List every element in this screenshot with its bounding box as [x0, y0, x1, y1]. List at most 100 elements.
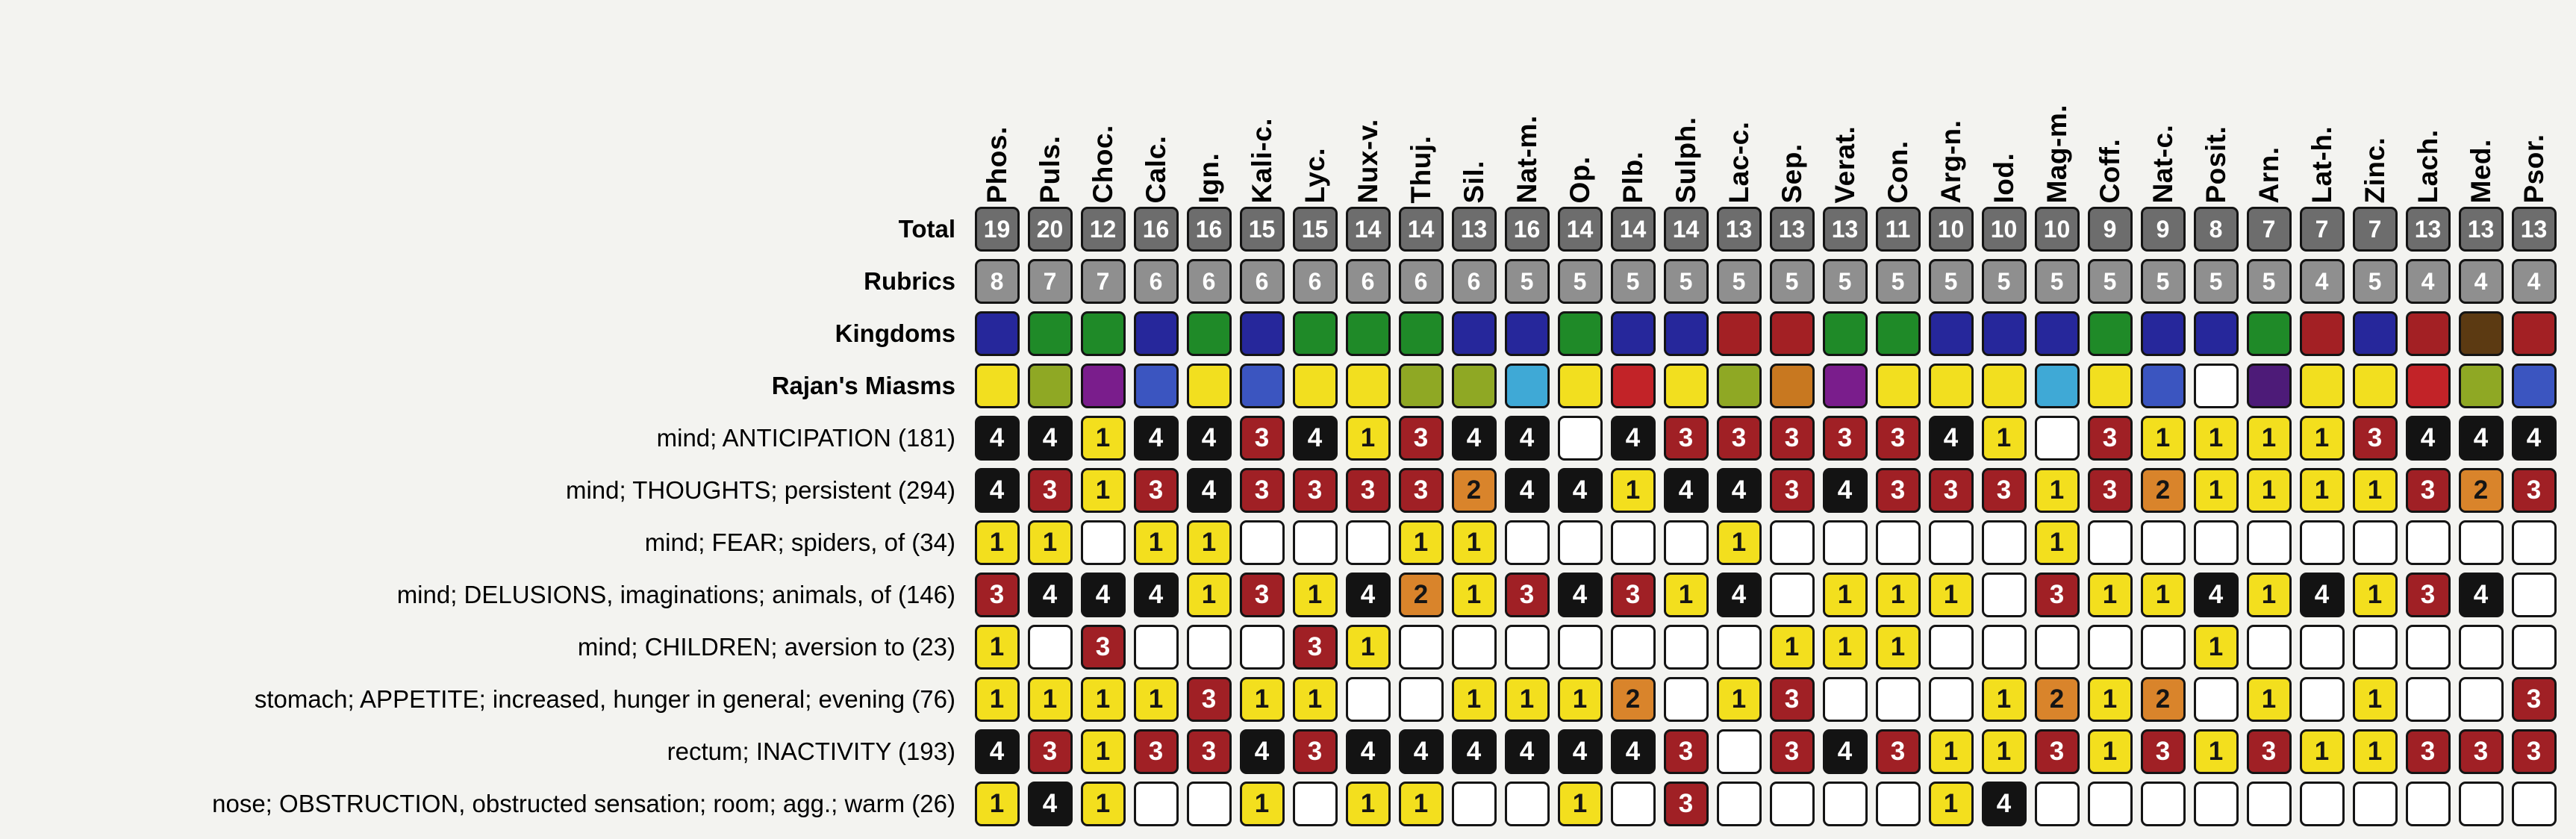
rubric-row-label[interactable]: rectum; INACTIVITY (193): [667, 737, 955, 765]
remedy-name[interactable]: Plb.: [1618, 151, 1648, 203]
rubrics-count-cell: 6: [1133, 259, 1179, 304]
remedy-name[interactable]: Coff.: [2095, 138, 2125, 203]
remedy-header-slot: Zinc.: [2348, 105, 2401, 203]
remedy-name[interactable]: Mag-m.: [2042, 104, 2072, 204]
grade-cell: [1610, 520, 1656, 565]
rubric-row: rectum; INACTIVITY (193) 4 3 1 3 3 4 3 4 4 4 4 4 4 3 3 4…: [0, 726, 2576, 778]
grade-cell: 1: [1133, 520, 1179, 565]
rubrics-count-cell: 6: [1186, 259, 1232, 304]
remedy-name[interactable]: Lac-c.: [1724, 121, 1754, 203]
remedy-name[interactable]: Psor.: [2519, 134, 2549, 203]
remedy-name[interactable]: Nux-v.: [1353, 118, 1383, 203]
remedy-name[interactable]: Arg-n.: [1936, 119, 1966, 203]
remedy-name[interactable]: Iod.: [1989, 152, 2019, 203]
remedy-name[interactable]: Puls.: [1035, 135, 1065, 203]
remedy-name[interactable]: Sep.: [1777, 143, 1807, 203]
grade-cell: 4: [1239, 729, 1285, 774]
remedy-name[interactable]: Sil.: [1459, 160, 1489, 203]
kingdom-swatch: [2034, 311, 2080, 356]
rubric-row-label[interactable]: mind; FEAR; spiders, of (34): [644, 528, 955, 556]
grade-cell: [1557, 416, 1603, 461]
grade-cell: 4: [1345, 573, 1391, 617]
miasm-swatch: [974, 364, 1020, 408]
remedy-header-slot: Thuj.: [1394, 105, 1447, 203]
grade-cell: 3: [1133, 729, 1179, 774]
rubric-row-label[interactable]: mind; ANTICIPATION (181): [656, 424, 955, 452]
grade-cell: 3: [1080, 625, 1126, 670]
kingdom-swatch: [2405, 311, 2451, 356]
remedy-name[interactable]: Calc.: [1141, 135, 1171, 203]
kingdom-swatch: [1398, 311, 1444, 356]
remedy-name[interactable]: Posit.: [2201, 125, 2231, 203]
total-cell: 14: [1398, 207, 1444, 252]
rubric-row: mind; DELUSIONS, imaginations; animals, …: [0, 569, 2576, 621]
remedy-header-slot: Plb.: [1606, 105, 1659, 203]
remedy-name[interactable]: Phos.: [982, 125, 1012, 203]
grade-cell: [1292, 782, 1338, 826]
remedy-name[interactable]: Nat-c.: [2148, 124, 2178, 203]
grade-cell: 1: [1080, 416, 1126, 461]
remedy-header-slot: Sil.: [1447, 105, 1500, 203]
remedy-header-slot: Psor.: [2507, 105, 2560, 203]
remedy-name[interactable]: Zinc.: [2360, 137, 2390, 203]
remedy-name[interactable]: Ign.: [1194, 152, 1224, 203]
rubrics-count-cell: 5: [1610, 259, 1656, 304]
kingdom-swatch: [2246, 311, 2292, 356]
miasm-swatch: [1928, 364, 1974, 408]
grade-cell: [2246, 782, 2292, 826]
remedy-name[interactable]: Con.: [1883, 140, 1913, 203]
grade-cell: [1398, 677, 1444, 722]
grade-cell: 1: [1239, 677, 1285, 722]
grade-cell: [2405, 625, 2451, 670]
grade-cell: [2458, 782, 2504, 826]
remedy-name[interactable]: Lyc.: [1300, 147, 1330, 203]
grade-cell: [2140, 625, 2186, 670]
grade-cell: 3: [2034, 729, 2080, 774]
rubric-row-label[interactable]: nose; OBSTRUCTION, obstructed sensation;…: [212, 790, 955, 817]
remedy-name[interactable]: Med.: [2466, 138, 2496, 203]
remedy-header-slot: Posit.: [2189, 105, 2242, 203]
remedy-name[interactable]: Thuj.: [1406, 135, 1436, 203]
miasm-swatch: [2193, 364, 2239, 408]
grade-cell: 1: [1345, 782, 1391, 826]
grade-cell: 3: [1504, 573, 1550, 617]
grade-cell: 4: [1133, 573, 1179, 617]
remedy-name[interactable]: Nat-m.: [1512, 114, 1542, 203]
remedy-name[interactable]: Op.: [1565, 155, 1595, 203]
grade-cell: [2352, 782, 2398, 826]
rubrics-count-cell: 5: [2034, 259, 2080, 304]
remedy-name[interactable]: Lach.: [2413, 128, 2443, 203]
grade-cell: 4: [1981, 782, 2027, 826]
grade-cell: [2299, 677, 2345, 722]
grade-cell: 3: [1769, 416, 1815, 461]
remedy-name[interactable]: Lat-h.: [2307, 125, 2337, 203]
grade-cell: 4: [1080, 573, 1126, 617]
remedy-name[interactable]: Sulph.: [1671, 116, 1701, 203]
rubric-row-label[interactable]: mind; DELUSIONS, imaginations; animals, …: [396, 581, 955, 608]
miasm-swatch: [1292, 364, 1338, 408]
rubric-row-label[interactable]: mind; CHILDREN; aversion to (23): [577, 633, 955, 661]
grade-cell: 1: [2352, 729, 2398, 774]
grade-cell: [1822, 677, 1868, 722]
rubric-row-label[interactable]: stomach; APPETITE; increased, hunger in …: [254, 685, 955, 713]
remedy-name[interactable]: Kali-c.: [1247, 117, 1277, 203]
grade-cell: [1981, 625, 2027, 670]
grade-cell: 1: [1822, 625, 1868, 670]
total-cell: 12: [1080, 207, 1126, 252]
grade-cell: 4: [1504, 729, 1550, 774]
grade-cell: [2405, 677, 2451, 722]
total-row-cells: 19 20 12 16 16 15 15 14 14 13 16 14 14 14 13 13 13 11 10 10…: [970, 207, 2560, 252]
remedy-header-slot: Arg-n.: [1924, 105, 1977, 203]
remedy-name[interactable]: Choc.: [1088, 124, 1118, 203]
rubrics-count-cell: 6: [1239, 259, 1285, 304]
remedy-name[interactable]: Verat.: [1830, 125, 1860, 203]
remedy-name[interactable]: Arn.: [2254, 146, 2284, 203]
grade-cell: 3: [1875, 416, 1921, 461]
grade-cell: [1557, 520, 1603, 565]
total-cell: 20: [1027, 207, 1073, 252]
rubric-row-label[interactable]: mind; THOUGHTS; persistent (294): [565, 476, 955, 504]
total-cell: 14: [1610, 207, 1656, 252]
